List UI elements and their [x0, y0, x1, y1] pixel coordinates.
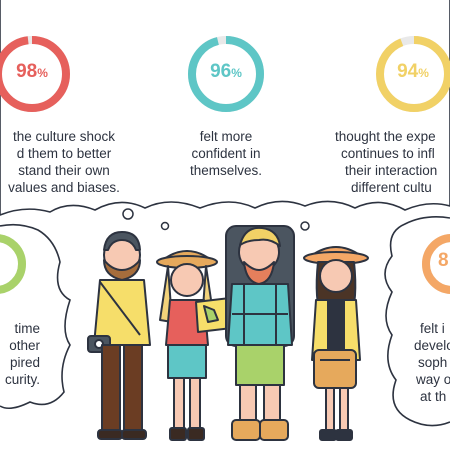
thought-dot-3	[300, 221, 310, 231]
line: way o	[416, 372, 450, 387]
line: continues to infl	[341, 146, 435, 161]
percent-sign: %	[37, 66, 48, 80]
stat-94-description: thought the expe continues to infl their…	[335, 128, 450, 196]
percent-sign: %	[231, 66, 242, 80]
donut-98-fill	[0, 36, 70, 112]
stat-96-description: felt more confident in themselves.	[166, 128, 286, 179]
thought-dot-1	[122, 208, 134, 220]
donut-right-fill	[422, 234, 450, 294]
line: felt i	[420, 321, 445, 336]
line: pired	[9, 355, 40, 370]
stat-98-description: the culture shock d them to better stand…	[0, 128, 138, 196]
stat-94-value: 94%	[383, 61, 443, 82]
line: the culture shock	[12, 129, 116, 144]
donut-98	[0, 36, 70, 112]
line: d them to better	[16, 146, 112, 161]
thought-bubble-right	[384, 216, 450, 427]
stat-96-value: 96%	[196, 61, 256, 82]
stat-98-number: 98	[16, 61, 38, 82]
line: their interaction	[345, 163, 438, 178]
stat-right-value: 8	[438, 250, 450, 271]
stat-right-description: felt i develo soph way o at th	[410, 320, 450, 405]
line: stand their own	[18, 163, 110, 178]
line: themselves.	[189, 163, 263, 178]
stat-left-description: time other pired curity.	[0, 320, 40, 388]
line: soph	[418, 355, 448, 370]
traveler-2-map-reader	[156, 250, 233, 441]
donut-94-fill	[376, 36, 450, 112]
donut-right-partial	[422, 234, 450, 294]
line: confident in	[191, 146, 261, 161]
donut-96	[188, 36, 264, 112]
line: at th	[420, 389, 447, 404]
stat-96-number: 96	[210, 61, 232, 82]
thought-bubble-top	[0, 0, 450, 216]
line: curity.	[4, 372, 40, 387]
line: different cultu	[351, 180, 432, 195]
line: thought the expe	[335, 129, 436, 144]
donut-94	[376, 36, 450, 112]
line: develo	[414, 338, 450, 353]
line: values and biases.	[8, 180, 120, 195]
donut-left-fill	[0, 234, 26, 294]
donut-96-fill	[188, 36, 264, 112]
stat-right-number: 8	[438, 250, 449, 271]
line: felt more	[199, 129, 253, 144]
traveler-4-luggage	[303, 246, 369, 441]
thought-dot-2	[160, 221, 170, 231]
donut-left-partial	[0, 234, 26, 294]
percent-sign: %	[418, 66, 429, 80]
traveler-1-photographer	[87, 231, 151, 440]
stat-94-number: 94	[397, 61, 419, 82]
line: other	[9, 338, 40, 353]
thought-bubble-left	[0, 223, 71, 410]
line: time	[14, 321, 40, 336]
stat-98-value: 98%	[4, 61, 60, 82]
traveler-3-backpacker	[225, 225, 295, 441]
